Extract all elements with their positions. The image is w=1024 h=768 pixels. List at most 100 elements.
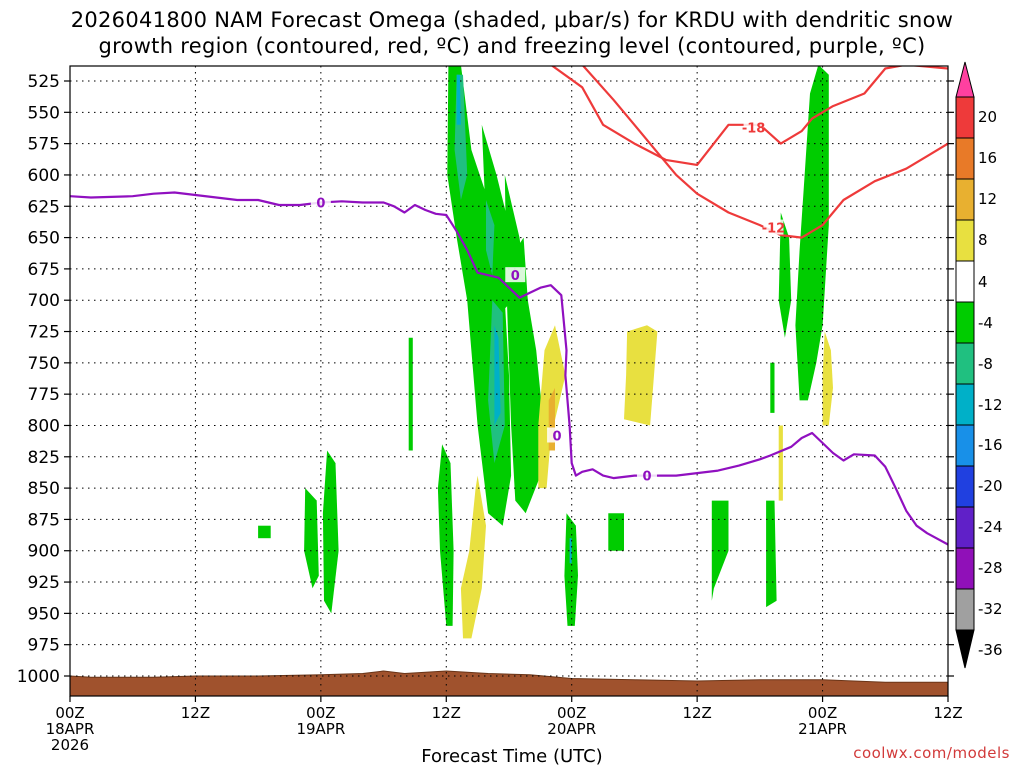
colorbar-label: 12 — [978, 190, 997, 208]
colorbar-label: 16 — [978, 149, 997, 167]
y-tick-label: 675 — [28, 260, 60, 280]
x-tick-label: 00Z — [808, 704, 837, 722]
y-tick-label: 775 — [28, 385, 60, 405]
colorbar-label: 4 — [978, 273, 988, 291]
y-tick-label: 575 — [28, 135, 60, 155]
y-tick-label: 750 — [28, 354, 60, 374]
y-tick-label: 850 — [28, 479, 60, 499]
colorbar-swatch — [955, 178, 975, 221]
freezing-level-contour-label: 0 — [511, 269, 520, 284]
contour-lines: -18 -12 0 0 0 0 — [70, 66, 948, 546]
y-tick-label: 950 — [28, 604, 60, 624]
colorbar-top-triangle — [955, 61, 975, 98]
colorbar-swatch — [955, 301, 975, 344]
omega-region — [460, 475, 486, 639]
y-tick-label: 875 — [28, 510, 60, 530]
colorbar-swatch — [955, 465, 975, 508]
omega-region — [494, 325, 501, 426]
freezing-level-contour-label: 0 — [642, 470, 651, 485]
colorbar-bottom-triangle — [955, 629, 975, 669]
x-tick-label: 12Z — [682, 704, 711, 722]
omega-region — [624, 325, 658, 426]
y-tick-label: 925 — [28, 573, 60, 593]
contour-label-bg — [743, 119, 764, 135]
omega-region — [456, 74, 461, 125]
colorbar-label: 20 — [978, 108, 997, 126]
omega-region — [822, 331, 833, 426]
x-tick-label: 12Z — [933, 704, 962, 722]
chart-title-line-1: 2026041800 NAM Forecast Omega (shaded, μ… — [70, 8, 954, 32]
colorbar-label: -4 — [978, 314, 993, 332]
colorbar-swatch — [955, 342, 975, 385]
omega-region — [322, 450, 339, 614]
colorbar-swatch — [955, 506, 975, 549]
colorbar-legend: 20 16 12 8 4 -4 -8 -12 -16 -20 -24 -28 -32 -36 — [955, 61, 1003, 669]
plot-frame — [69, 65, 949, 697]
credit-text[interactable]: coolwx.com/models — [853, 744, 1010, 762]
y-tick-label: 825 — [28, 448, 60, 468]
colorbar-swatch — [955, 424, 975, 467]
terrain-fill — [70, 670, 948, 696]
freezing-level-contour-label: 0 — [316, 197, 325, 212]
x-axis-label: Forecast Time (UTC) — [421, 746, 603, 767]
contour-label-bg — [547, 427, 568, 443]
colorbar-label: -20 — [978, 477, 1003, 495]
omega-region — [770, 362, 775, 413]
x-tick-label: 00Z — [55, 704, 84, 722]
x-tick-label: 00Z — [306, 704, 335, 722]
omega-region — [504, 174, 543, 514]
x-tick-label: 21APR — [798, 720, 847, 738]
colorbar-label: -24 — [978, 518, 1003, 536]
omega-region — [711, 500, 729, 601]
y-tick-label: 800 — [28, 416, 60, 436]
x-tick-label: 12Z — [181, 704, 210, 722]
omega-region — [766, 500, 777, 608]
omega-region — [795, 66, 829, 401]
colorbar-swatch — [955, 260, 975, 303]
dendritic-contour-label: -12 — [762, 222, 786, 237]
y-tick-label: 525 — [28, 72, 60, 92]
omega-region — [608, 513, 624, 551]
contour-label-bg — [505, 267, 526, 283]
colorbar-label: -36 — [978, 641, 1003, 659]
colorbar-label: 8 — [978, 231, 988, 249]
colorbar-label: -12 — [978, 396, 1003, 414]
colorbar-label: -16 — [978, 436, 1003, 454]
colorbar-swatch — [955, 547, 975, 590]
omega-region — [481, 124, 514, 313]
terrain-ground — [70, 670, 948, 696]
x-tick-label: 12Z — [432, 704, 461, 722]
freezing-level-contour-label: 0 — [553, 429, 562, 444]
y-tick-label: 725 — [28, 323, 60, 343]
omega-region — [437, 444, 454, 626]
omega-region — [258, 525, 271, 539]
x-tick-label: 2026 — [51, 736, 89, 754]
colorbar-swatch — [955, 383, 975, 426]
colorbar-label: -28 — [978, 559, 1003, 577]
colorbar-label: -32 — [978, 600, 1003, 618]
omega-shading — [258, 66, 833, 639]
omega-region — [778, 212, 792, 338]
y-tick-label: 700 — [28, 291, 60, 311]
x-tick-label: 18APR — [46, 720, 95, 738]
y-tick-label: 550 — [28, 103, 60, 123]
colorbar-label: -8 — [978, 355, 993, 373]
y-tick-label: 600 — [28, 166, 60, 186]
dendritic-contour-label: -18 — [742, 121, 766, 136]
dendritic-contour-line — [550, 66, 948, 166]
omega-region — [564, 513, 578, 626]
omega-region — [778, 425, 783, 501]
y-tick-label: 900 — [28, 542, 60, 562]
y-tick-label: 650 — [28, 229, 60, 249]
freezing-level-contour-line — [70, 191, 948, 546]
colorbar-swatch — [955, 588, 975, 631]
y-tick-label: 975 — [28, 636, 60, 656]
x-tick-label: 20APR — [547, 720, 596, 738]
contour-label-bg — [763, 219, 784, 235]
y-tick-label: 625 — [28, 197, 60, 217]
dendritic-contour-line — [581, 66, 948, 239]
x-tick-label: 00Z — [557, 704, 586, 722]
axis-ticks: 525 550 575 600 625 650 675 700 725 750 775 800 825 8… — [17, 72, 963, 754]
omega-region — [408, 337, 413, 451]
